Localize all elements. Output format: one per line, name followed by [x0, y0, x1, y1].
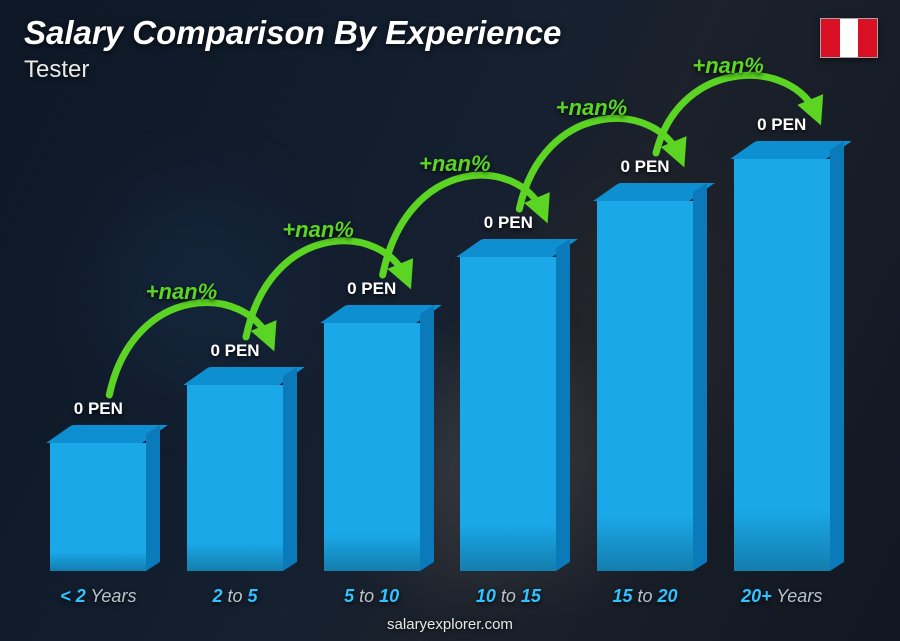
bar-value-label: 0 PEN: [74, 399, 123, 419]
infographic-stage: Salary Comparison By Experience Tester A…: [0, 0, 900, 641]
flag-stripe-left: [821, 19, 840, 57]
page-subtitle: Tester: [24, 56, 89, 84]
bar-side-face: [146, 425, 160, 571]
bar-front-face: [460, 257, 556, 571]
country-flag-peru: [820, 18, 878, 58]
bar: [50, 425, 146, 571]
x-axis-label: < 2 Years: [30, 586, 167, 607]
chart-column: 0 PEN: [30, 91, 167, 571]
chart-column: 0 PEN: [303, 91, 440, 571]
bar: [460, 239, 556, 571]
bar-front-face: [597, 201, 693, 571]
bar-front-face: [734, 159, 830, 571]
bar-front-face: [324, 323, 420, 571]
bar: [597, 183, 693, 571]
chart-column: 0 PEN: [167, 91, 304, 571]
bar-side-face: [420, 305, 434, 571]
bar-value-label: 0 PEN: [757, 115, 806, 135]
flag-stripe-right: [858, 19, 877, 57]
chart-column: 0 PEN: [713, 91, 850, 571]
bar-value-label: 0 PEN: [210, 341, 259, 361]
x-axis-labels: < 2 Years2 to 55 to 1010 to 1515 to 2020…: [30, 586, 850, 607]
x-axis-label: 15 to 20: [577, 586, 714, 607]
bar: [324, 305, 420, 571]
footer-attribution: salaryexplorer.com: [0, 616, 900, 633]
growth-arc-label: +nan%: [692, 53, 764, 79]
bar-side-face: [693, 183, 707, 571]
page-title: Salary Comparison By Experience: [24, 14, 561, 52]
chart-column: 0 PEN: [440, 91, 577, 571]
bar-side-face: [830, 141, 844, 571]
chart-column: 0 PEN: [577, 91, 714, 571]
bar-front-face: [187, 385, 283, 571]
x-axis-label: 20+ Years: [713, 586, 850, 607]
flag-stripe-center: [840, 19, 859, 57]
bar-value-label: 0 PEN: [347, 279, 396, 299]
bar: [187, 367, 283, 571]
bar-chart: 0 PEN 0 PEN 0 PEN 0 PEN 0 PEN 0 PEN: [30, 91, 850, 571]
bar-front-face: [50, 443, 146, 571]
bar-value-label: 0 PEN: [484, 213, 533, 233]
x-axis-label: 2 to 5: [167, 586, 304, 607]
bar-side-face: [283, 367, 297, 571]
bar-value-label: 0 PEN: [620, 157, 669, 177]
bar: [734, 141, 830, 571]
x-axis-label: 10 to 15: [440, 586, 577, 607]
x-axis-label: 5 to 10: [303, 586, 440, 607]
bar-side-face: [556, 239, 570, 571]
